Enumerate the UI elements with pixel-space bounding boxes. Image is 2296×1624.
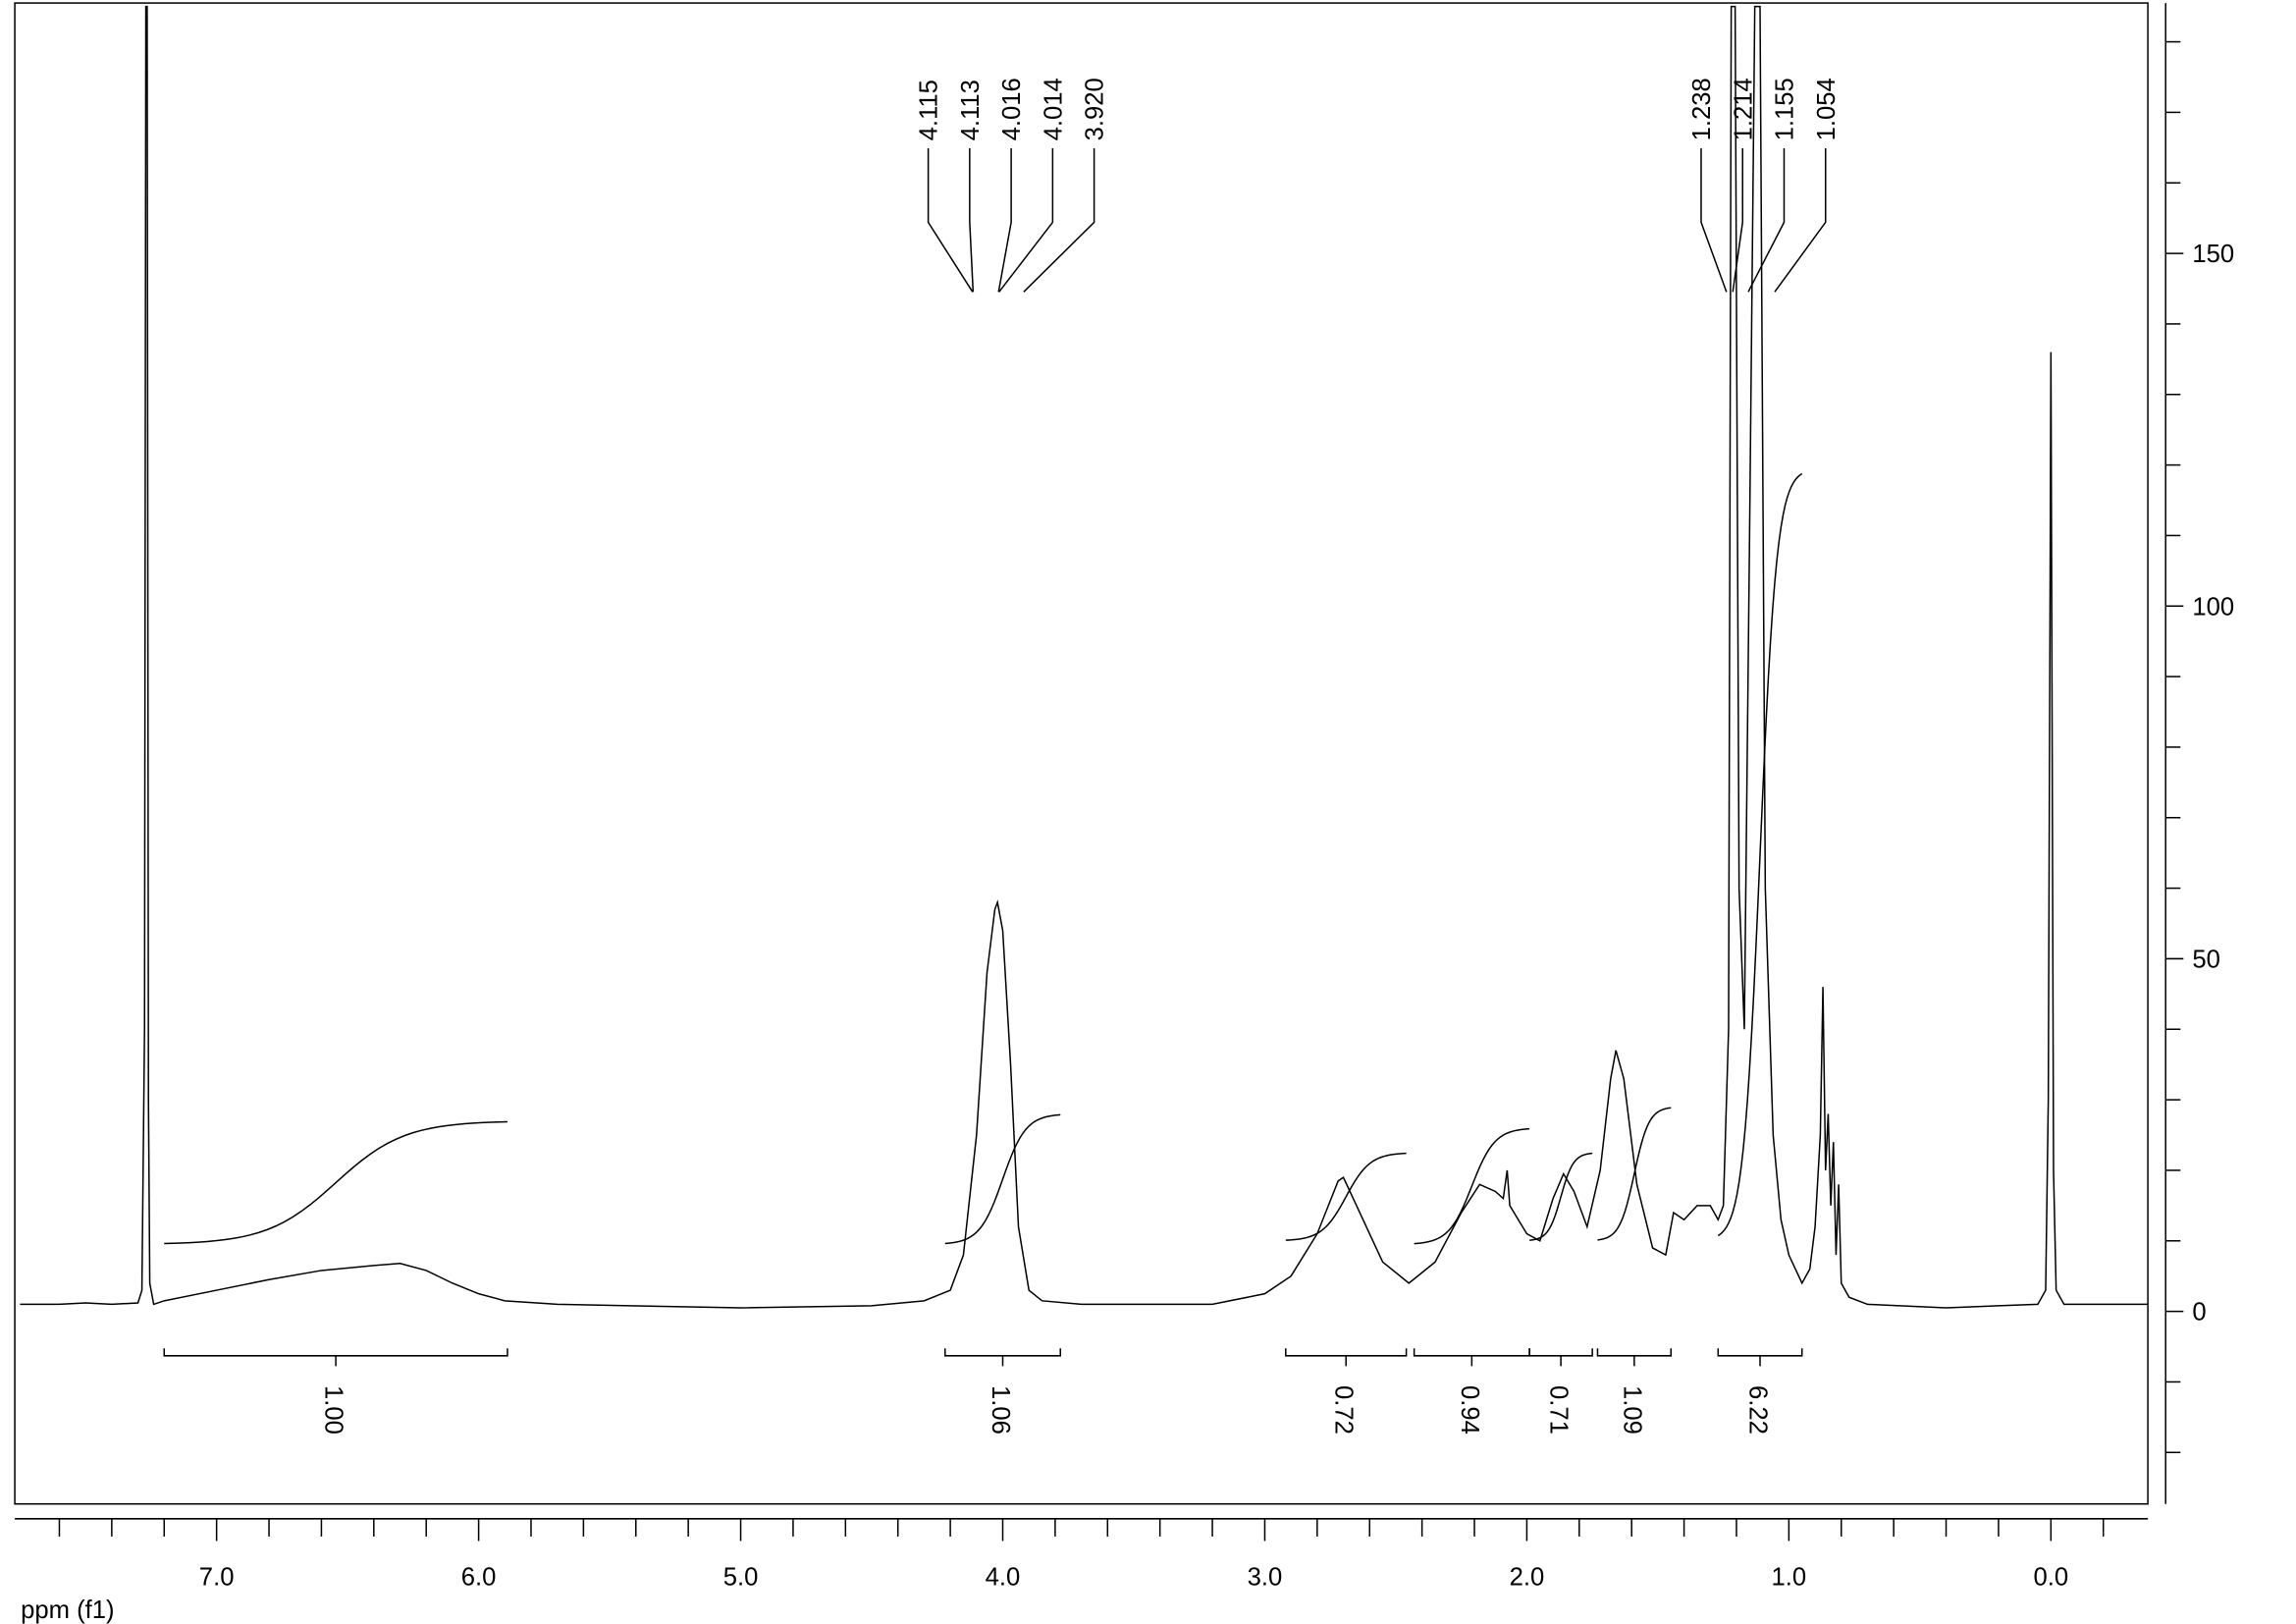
x-tick-label: 1.0 [1772, 1564, 1807, 1592]
integral-label: 0.94 [1456, 1385, 1483, 1435]
x-tick-label: 4.0 [986, 1564, 1021, 1592]
integral-curve [944, 1113, 1061, 1245]
peak-connector [1023, 147, 1095, 293]
peak-label: 1.238 [1688, 78, 1716, 140]
peak-label: 1.214 [1730, 78, 1757, 140]
integral-label: 1.09 [1618, 1385, 1645, 1435]
peak-label: 4.014 [1040, 78, 1067, 140]
integral-curve [1529, 1152, 1593, 1241]
integral-bracket [1717, 1348, 1803, 1367]
peak-connector [1732, 147, 1743, 293]
peak-label: 3.920 [1082, 78, 1109, 140]
integral-label: 6.22 [1743, 1385, 1771, 1435]
x-tick-label: 5.0 [723, 1564, 759, 1592]
peak-connector [927, 147, 974, 293]
peak-connector [998, 147, 1054, 293]
integral-bracket [1596, 1348, 1672, 1367]
peak-label: 1.054 [1813, 78, 1841, 140]
peak-connector [997, 147, 1012, 293]
integral-curve [1414, 1127, 1530, 1245]
integral-curve [1285, 1152, 1407, 1241]
integral-bracket [1413, 1348, 1530, 1367]
peak-connector [1774, 147, 1827, 293]
x-tick-label: 0.0 [2033, 1564, 2068, 1592]
integral-curve [164, 1120, 507, 1245]
peak-connector [1747, 147, 1786, 293]
peak-connector [969, 147, 975, 293]
integral-label: 0.72 [1330, 1385, 1358, 1435]
spectrum-line [20, 5, 2149, 1309]
peak-connector [1700, 147, 1728, 293]
x-axis-label: ppm (f1) [21, 1597, 114, 1624]
plot-area [20, 5, 2149, 1309]
integral-label: 0.71 [1545, 1385, 1573, 1435]
integral-curve [1717, 472, 1803, 1237]
integral-label: 1.06 [987, 1385, 1014, 1435]
integral-bracket [163, 1348, 508, 1367]
integral-label: 1.00 [320, 1385, 347, 1435]
plot-frame [14, 2, 2149, 1505]
x-tick-label: 7.0 [199, 1564, 235, 1592]
peak-label: 4.113 [957, 80, 985, 140]
x-tick-label: 6.0 [461, 1564, 497, 1592]
peak-label: 4.115 [916, 80, 943, 140]
y-tick-label: 0 [2192, 1299, 2206, 1326]
integral-curve [1597, 1107, 1672, 1241]
x-tick-label: 2.0 [1510, 1564, 1545, 1592]
integral-bracket [944, 1348, 1061, 1367]
peak-label: 4.016 [998, 78, 1026, 140]
y-tick-label: 100 [2192, 593, 2234, 621]
peak-label: 1.155 [1772, 78, 1799, 140]
y-tick-label: 150 [2192, 241, 2234, 268]
integral-bracket [1528, 1348, 1593, 1367]
y-tick-label: 50 [2192, 946, 2220, 973]
integral-bracket [1285, 1348, 1408, 1367]
x-tick-label: 3.0 [1248, 1564, 1283, 1592]
